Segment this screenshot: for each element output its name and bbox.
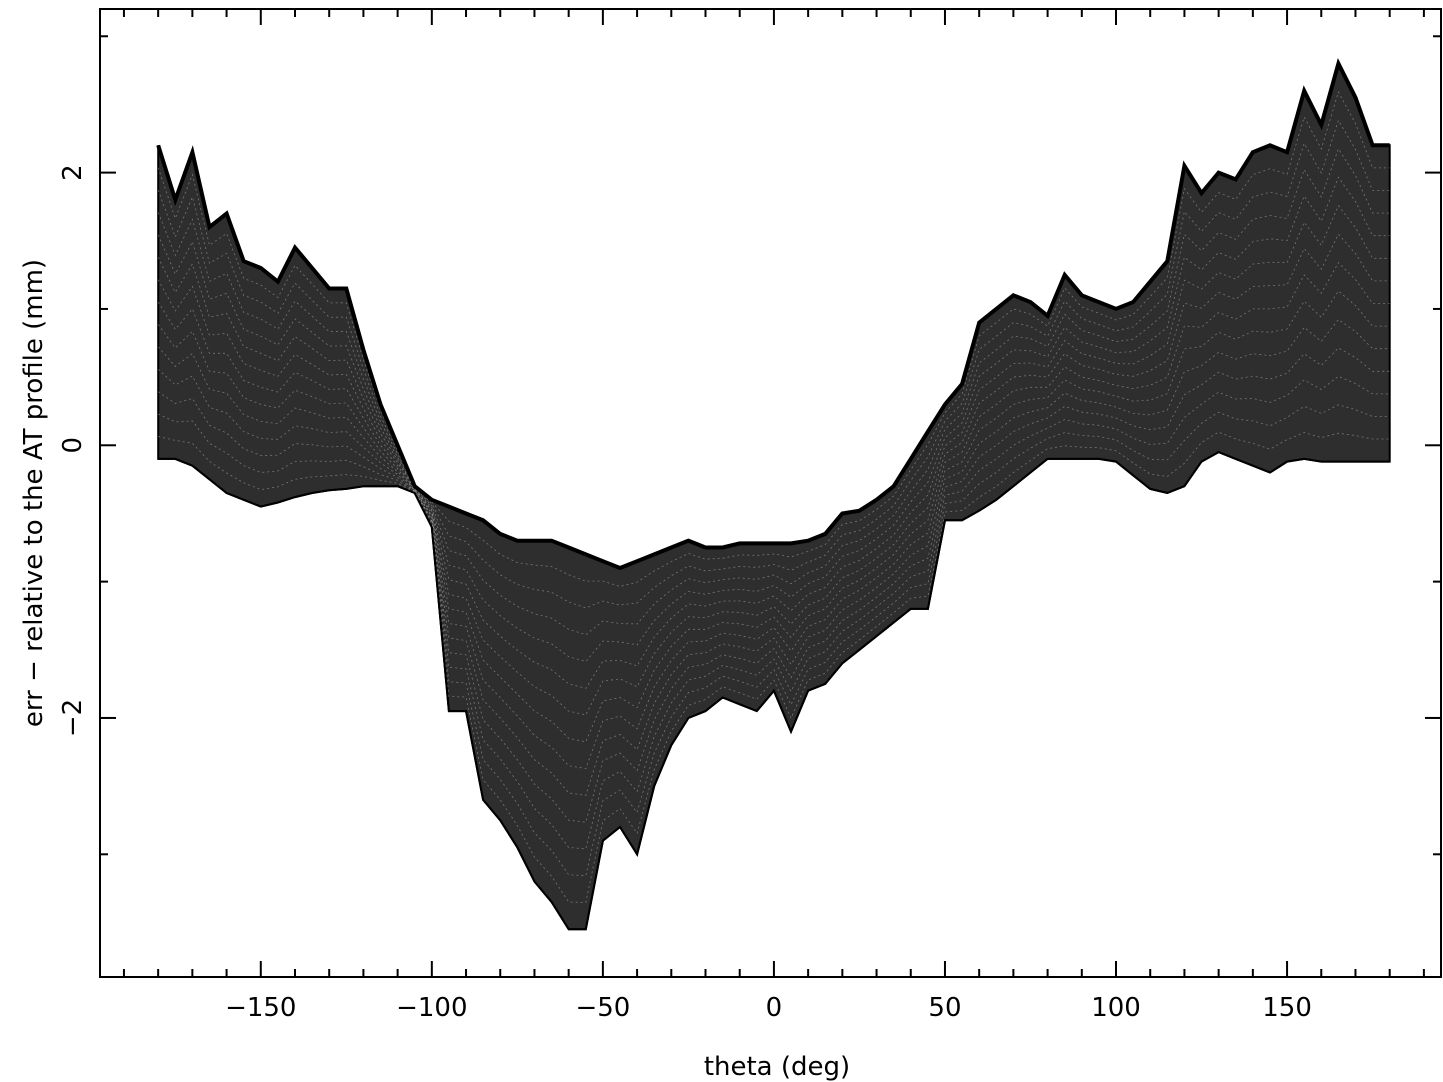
curve-line: [157, 347, 1390, 823]
curve-line: [157, 318, 1390, 796]
x-tick-label: −50: [575, 993, 630, 1023]
y-tick-label: 2: [58, 164, 88, 181]
curve-line: [157, 147, 1390, 636]
curve-line: [157, 204, 1390, 689]
curve-line: [157, 375, 1390, 850]
curve-line: [157, 90, 1390, 587]
tick-labels: −150 −100 −50 0 50 100 150 2 0 −2: [58, 164, 1312, 1023]
upper-envelope-line: [156, 57, 1390, 571]
plot-frame: [99, 8, 1442, 978]
curve-line: [157, 119, 1390, 609]
x-tick-label: −100: [396, 993, 467, 1023]
y-axis-label: err − relative to the AT profile (mm): [19, 259, 49, 727]
curve-line: [158, 431, 1390, 903]
curve-line: [157, 261, 1390, 743]
x-tick-label: −150: [225, 993, 296, 1023]
y-tick-label: 0: [58, 437, 88, 454]
y-tick-label: −2: [58, 699, 88, 737]
curve-line: [158, 404, 1390, 877]
x-tick-label: 50: [928, 993, 961, 1023]
plot-area: [156, 57, 1391, 931]
x-tick-label: 150: [1262, 993, 1312, 1023]
x-tick-label: 100: [1091, 993, 1141, 1023]
lower-envelope-line: [158, 450, 1390, 931]
x-tick-label: 0: [766, 993, 783, 1023]
axis-ticks: [100, 9, 1441, 977]
x-axis-label: theta (deg): [704, 1052, 850, 1082]
